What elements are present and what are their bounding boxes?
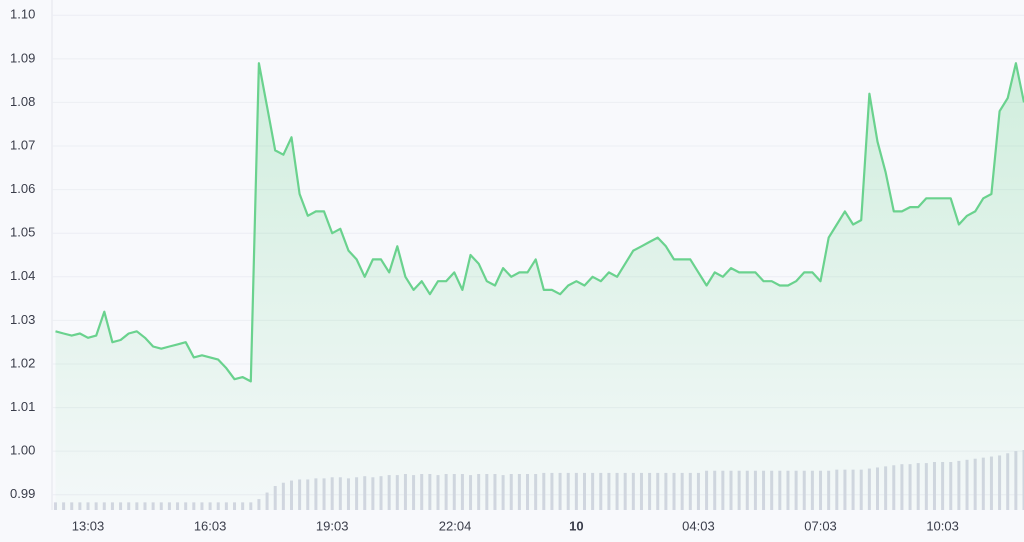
x-tick-label: 10:03: [926, 518, 959, 533]
y-tick-label: 1.09: [10, 50, 35, 65]
volume-bar: [53, 502, 57, 510]
x-tick-label: 07:03: [804, 518, 837, 533]
x-tick-label: 10: [569, 518, 583, 533]
y-tick-label: 1.10: [10, 7, 35, 22]
x-tick-label: 16:03: [194, 518, 227, 533]
price-area: [55, 63, 1024, 510]
y-tick-label: 1.02: [10, 355, 35, 370]
y-tick-label: 1.03: [10, 312, 35, 327]
price-line: [55, 62, 1024, 383]
y-tick-label: 1.01: [10, 399, 35, 414]
x-tick-label: 13:03: [72, 518, 105, 533]
x-tick-label: 19:03: [316, 518, 349, 533]
x-tick-label: 22:04: [439, 518, 472, 533]
y-tick-label: 1.08: [10, 94, 35, 109]
y-tick-label: 1.07: [10, 137, 35, 152]
y-tick-label: 1.05: [10, 225, 35, 240]
y-tick-label: 1.06: [10, 181, 35, 196]
y-tick-label: 1.04: [10, 268, 35, 283]
y-tick-label: 1.00: [10, 443, 35, 458]
y-tick-label: 0.99: [10, 486, 35, 501]
x-tick-label: 04:03: [682, 518, 715, 533]
